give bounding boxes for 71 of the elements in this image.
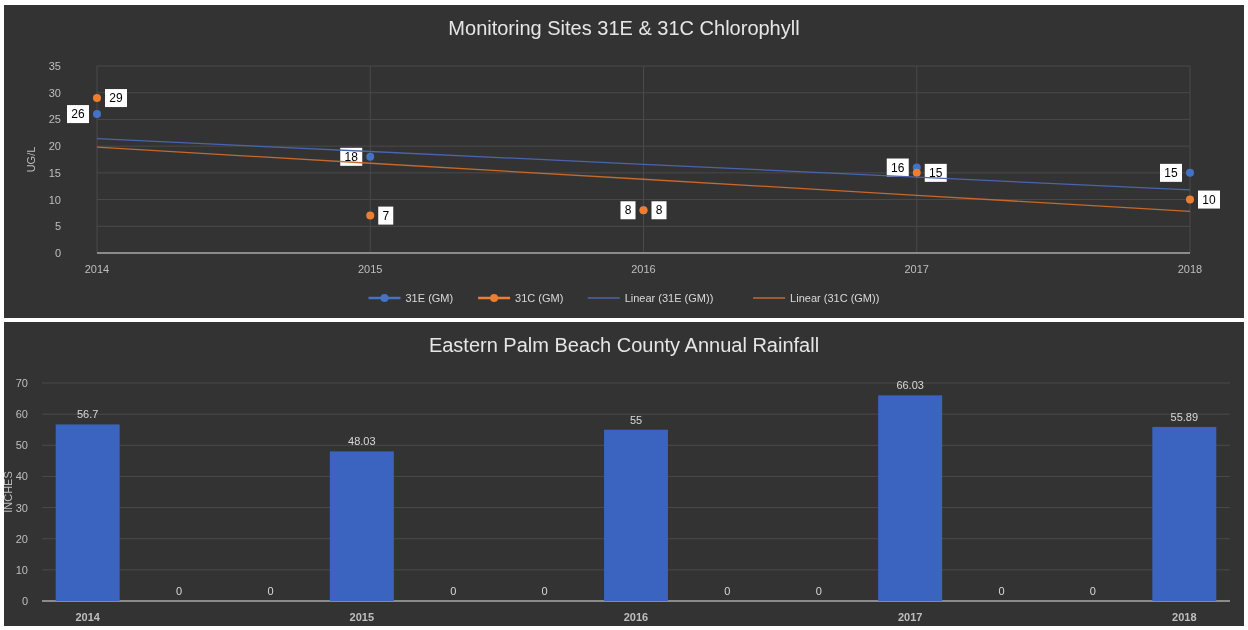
data-label: 7 [382,208,390,223]
x-tick-label: 2015 [358,263,383,275]
y-tick-label: 30 [15,501,28,514]
data-label: 26 [71,107,85,122]
legend-label: 31E (GM) [405,292,454,304]
legend-label: Linear (31C (GM)) [790,292,880,304]
y-tick-label: 0 [21,595,28,607]
y-tick-label: 40 [15,470,28,483]
bar [1152,426,1217,601]
data-label: 8 [624,203,632,218]
x-tick-label: 2016 [631,263,656,275]
y-tick-label: 20 [15,532,28,545]
point [93,110,101,119]
x-tick-label: 2018 [1172,611,1197,623]
y-tick-label: 20 [48,140,61,153]
data-label: 0 [450,585,457,597]
bar [604,429,668,601]
bar [55,424,120,601]
y-tick-label: 15 [48,166,61,179]
data-label: 66.03 [896,379,924,392]
y-axis-title: UG/L [25,146,37,173]
data-label: 18 [344,149,359,164]
data-label: 10 [1202,192,1216,207]
data-label: 0 [998,585,1005,597]
data-label: 8 [655,203,663,218]
data-label: 55.89 [1170,410,1199,423]
y-tick-label: 70 [15,377,28,389]
line-series [96,146,1191,212]
data-label: 55 [629,413,643,426]
point [366,211,375,220]
y-tick-label: 30 [48,86,61,99]
y-tick-label: 10 [48,193,61,206]
chart-title: Eastern Palm Beach County Annual Rainfall [428,334,820,356]
point [366,152,375,161]
y-tick-label: 35 [48,60,61,72]
y-tick-label: 0 [54,247,61,259]
y-tick-label: 25 [48,113,61,126]
data-label: 16 [891,160,905,175]
data-label: 56.7 [76,408,99,421]
data-label: 0 [815,585,822,597]
x-tick-label: 2016 [623,611,649,623]
x-tick-label: 2017 [897,611,923,623]
y-tick-label: 10 [15,563,28,576]
data-label: 29 [109,91,123,106]
x-tick-label: 2014 [84,263,110,275]
data-label: 0 [267,585,274,597]
y-tick-label: 5 [54,220,61,233]
data-label: 15 [1164,165,1178,180]
point [1186,195,1194,204]
point [1186,168,1194,177]
data-label: 0 [724,585,731,597]
x-tick-label: 2017 [904,263,929,275]
data-label: 15 [929,165,943,180]
y-tick-label: 60 [15,408,28,421]
data-label: 0 [1089,585,1096,597]
x-tick-label: 2018 [1177,263,1203,275]
x-tick-label: 2015 [349,611,375,623]
point [93,94,101,103]
bar [329,451,394,601]
legend-label: 31C (GM) [515,292,564,304]
data-label: 0 [541,585,548,597]
point [912,168,921,177]
x-tick-label: 2014 [75,611,101,623]
y-tick-label: 50 [15,439,28,452]
y-axis-title: INCHES [2,471,14,513]
legend-label: Linear (31E (GM)) [624,292,714,304]
chart-title: Monitoring Sites 31E & 31C Chlorophyll [448,17,800,39]
line-series [96,138,1191,191]
data-label: 0 [176,585,183,597]
bar [878,395,943,601]
data-label: 48.03 [348,435,376,448]
